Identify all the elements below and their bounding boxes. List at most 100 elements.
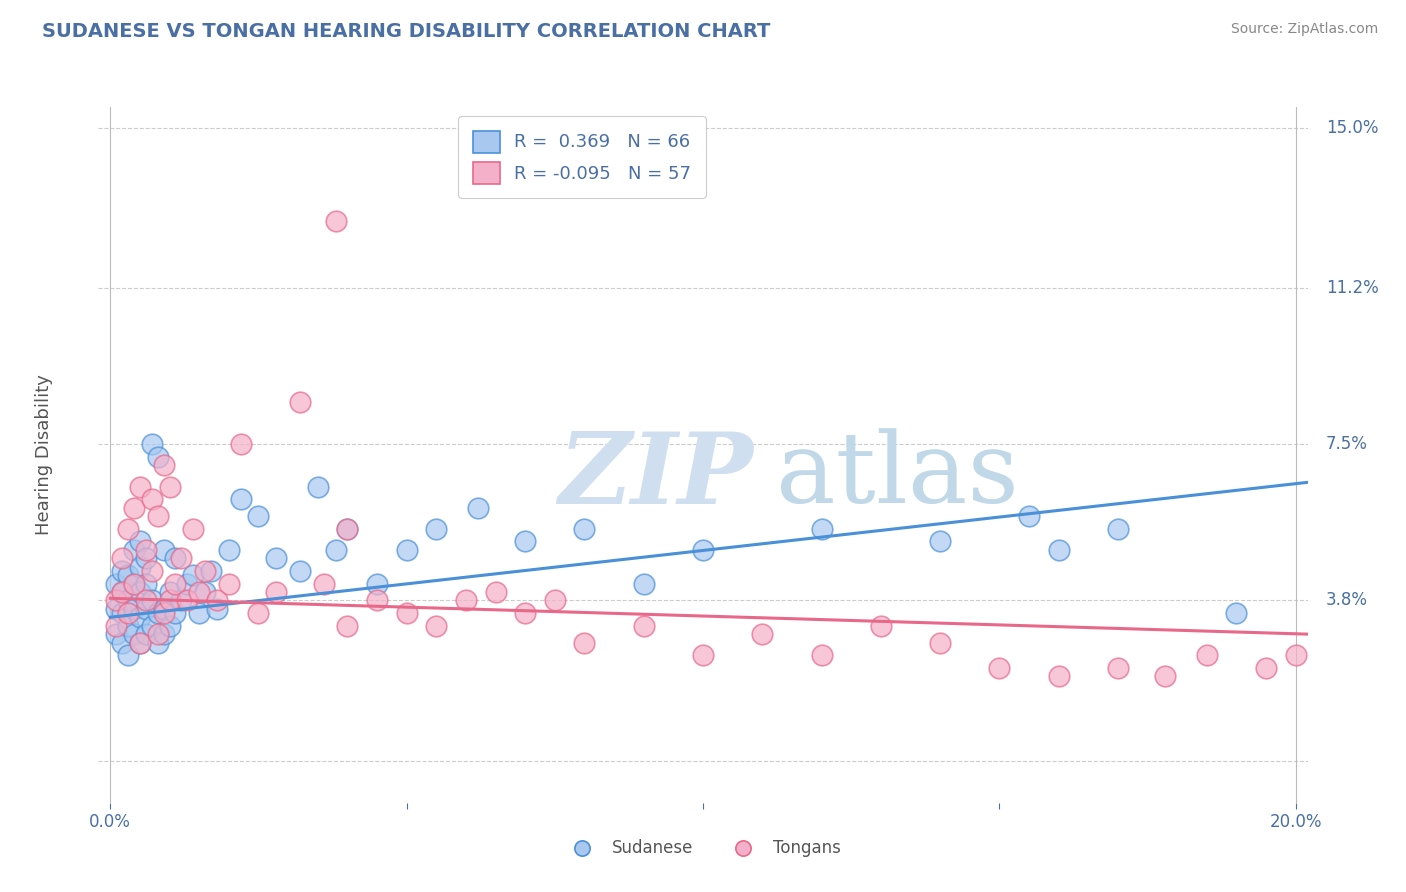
Point <box>165 606 187 620</box>
Point <box>176 576 198 591</box>
Legend: Sudanese, Tongans: Sudanese, Tongans <box>558 833 848 864</box>
Point <box>105 602 128 616</box>
Point <box>159 479 181 493</box>
Point <box>135 542 157 557</box>
Point <box>152 606 174 620</box>
Point <box>122 602 145 616</box>
Point <box>574 635 596 649</box>
Point <box>117 568 139 582</box>
Text: atlas: atlas <box>776 428 1018 524</box>
Point <box>194 564 217 578</box>
Text: 3.8%: 3.8% <box>1326 591 1368 609</box>
Point <box>146 450 169 464</box>
Point <box>122 576 145 591</box>
Point <box>810 522 832 536</box>
Point <box>135 602 157 616</box>
Point <box>129 635 152 649</box>
Point <box>152 542 174 557</box>
Point <box>312 576 335 591</box>
Point <box>129 635 152 649</box>
Point <box>117 522 139 536</box>
Point <box>366 576 388 591</box>
Point <box>152 458 174 473</box>
Point <box>1047 542 1070 557</box>
Point <box>111 606 134 620</box>
Point <box>194 585 217 599</box>
Point <box>146 606 169 620</box>
Point <box>188 606 211 620</box>
Point <box>247 606 270 620</box>
Point <box>135 593 157 607</box>
Point <box>515 534 537 549</box>
Point <box>205 593 228 607</box>
Point <box>159 585 181 599</box>
Point <box>146 627 169 641</box>
Point <box>869 618 891 632</box>
Point <box>218 542 240 557</box>
Point <box>395 542 418 557</box>
Point <box>122 576 145 591</box>
Point <box>929 635 952 649</box>
Point <box>146 509 169 524</box>
Text: Hearing Disability: Hearing Disability <box>35 375 53 535</box>
Point <box>264 551 287 566</box>
Text: ZIP: ZIP <box>558 427 752 524</box>
Point <box>692 648 714 663</box>
Point <box>1195 648 1218 663</box>
Point <box>159 618 181 632</box>
Text: 15.0%: 15.0% <box>1326 120 1378 137</box>
Point <box>176 593 198 607</box>
Point <box>205 602 228 616</box>
Point <box>146 635 169 649</box>
Point <box>544 593 567 607</box>
Point <box>1107 661 1129 675</box>
Point <box>484 585 506 599</box>
Point <box>264 585 287 599</box>
Point <box>135 576 157 591</box>
Point <box>111 585 134 599</box>
Point <box>1225 606 1247 620</box>
Point <box>135 551 157 566</box>
Point <box>111 564 134 578</box>
Point <box>165 551 187 566</box>
Point <box>810 648 832 663</box>
Point <box>141 593 163 607</box>
Point <box>129 610 152 624</box>
Point <box>170 593 193 607</box>
Point <box>229 492 252 507</box>
Point <box>425 618 447 632</box>
Point <box>129 559 152 574</box>
Point <box>165 576 187 591</box>
Point <box>425 522 447 536</box>
Point <box>122 627 145 641</box>
Point <box>633 618 655 632</box>
Point <box>1254 661 1277 675</box>
Point <box>105 618 128 632</box>
Point <box>117 648 139 663</box>
Point <box>122 542 145 557</box>
Point <box>366 593 388 607</box>
Point <box>129 534 152 549</box>
Point <box>141 618 163 632</box>
Point <box>454 593 477 607</box>
Point <box>105 576 128 591</box>
Point <box>141 437 163 451</box>
Point <box>188 585 211 599</box>
Point <box>229 437 252 451</box>
Point <box>325 542 347 557</box>
Point <box>111 551 134 566</box>
Point <box>336 618 359 632</box>
Point <box>152 602 174 616</box>
Point <box>181 568 204 582</box>
Point <box>159 593 181 607</box>
Point <box>336 522 359 536</box>
Point <box>1018 509 1040 524</box>
Text: SUDANESE VS TONGAN HEARING DISABILITY CORRELATION CHART: SUDANESE VS TONGAN HEARING DISABILITY CO… <box>42 22 770 41</box>
Point <box>288 395 311 409</box>
Point <box>574 522 596 536</box>
Point <box>111 585 134 599</box>
Point <box>181 522 204 536</box>
Point <box>988 661 1011 675</box>
Point <box>395 606 418 620</box>
Point <box>247 509 270 524</box>
